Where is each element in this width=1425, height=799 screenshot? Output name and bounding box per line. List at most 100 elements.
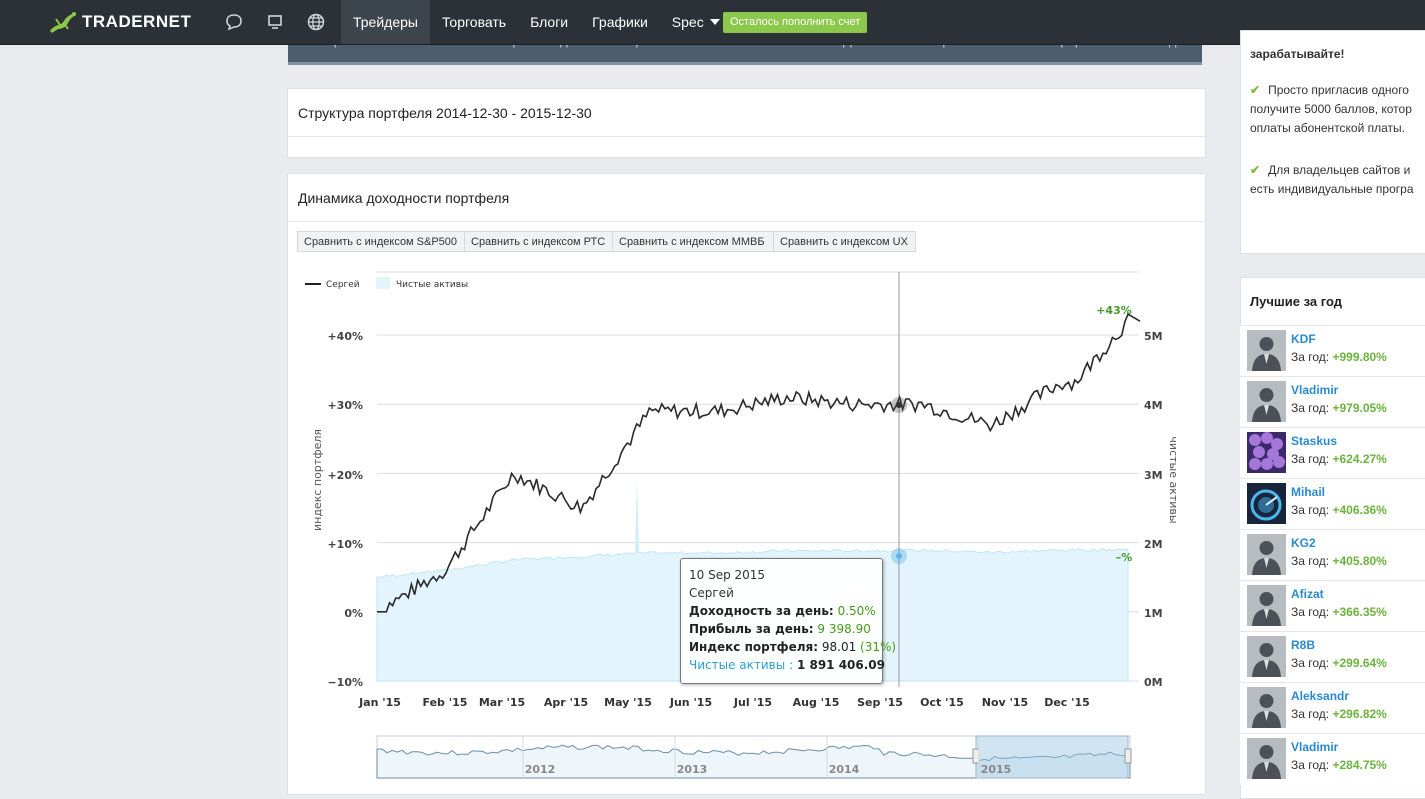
gauge-avatar[interactable] — [1247, 483, 1286, 524]
left-tick-30: +30% — [327, 399, 363, 412]
tooltip-net-assets: Чистые активы : 1 891 406.09 — [689, 658, 885, 672]
leader-row[interactable]: KG2 За год: +405.80% — [1240, 529, 1425, 581]
portfolio-chart[interactable]: Сергей Чистые активы +40% +30% +20% +10%… — [288, 262, 1198, 782]
leader-row[interactable]: Vladimir За год: +979.05% — [1240, 376, 1425, 428]
compare-micex-button[interactable]: Сравнить с индексом ММВБ — [612, 231, 774, 252]
leader-row[interactable]: Mihail За год: +406.36% — [1240, 478, 1425, 530]
leader-row[interactable]: Vladimir За год: +284.75% — [1240, 733, 1425, 785]
right-tick-4m: 4M — [1144, 399, 1163, 412]
leader-year-return: За год: +284.75% — [1291, 758, 1387, 772]
leader-year-return: За год: +405.80% — [1291, 554, 1387, 568]
structure-title: Структура портфеля 2014-12-30 - 2015-12-… — [298, 105, 592, 121]
right-axis-label: чистые активы — [1167, 436, 1180, 523]
globe-icon[interactable] — [306, 12, 326, 32]
leader-row[interactable]: Afizat За год: +366.35% — [1240, 580, 1425, 632]
navigator-handle-left[interactable] — [972, 748, 980, 764]
topup-account-button[interactable]: Осталось пополнить счет — [723, 12, 868, 33]
compare-sp500-button[interactable]: Сравнить с индексом S&P500 — [297, 231, 465, 252]
lizard-logo-icon — [46, 9, 80, 35]
divider — [288, 221, 1205, 222]
legend-area-icon — [376, 277, 390, 289]
leader-name[interactable]: Staskus — [1291, 434, 1338, 448]
default-avatar[interactable] — [1247, 738, 1286, 779]
right-tick-0m: 0M — [1144, 676, 1163, 689]
nav-tick-2013: 2013 — [677, 763, 708, 776]
leader-row[interactable]: Aleksandr За год: +296.82% — [1240, 682, 1425, 734]
nav-trade[interactable]: Торговать — [441, 14, 507, 30]
default-avatar[interactable] — [1247, 534, 1286, 575]
leader-year-return: За год: +406.36% — [1291, 503, 1387, 517]
promo-heading: зарабатывайте! — [1250, 47, 1345, 61]
referral-promo-panel: зарабатывайте! ✔ Просто пригласив одного … — [1240, 30, 1425, 254]
leader-year-return: За год: +979.05% — [1291, 401, 1387, 415]
x-tick-label: Dec '15 — [1044, 696, 1090, 709]
left-tick-0: 0% — [344, 607, 363, 620]
monitor-icon[interactable] — [265, 12, 285, 32]
check-icon: ✔ — [1250, 83, 1261, 97]
right-tick-3m: 3M — [1144, 469, 1163, 482]
navigator-handle-right[interactable] — [1124, 748, 1132, 764]
hover-point-area — [896, 553, 902, 559]
x-tick-label: Apr '15 — [544, 696, 588, 709]
chat-icon[interactable] — [224, 12, 244, 32]
default-avatar[interactable] — [1247, 381, 1286, 422]
x-tick-label: Sep '15 — [857, 696, 903, 709]
leader-year-return: За год: +999.80% — [1291, 350, 1387, 364]
compare-ux-button[interactable]: Сравнить с индексом UX — [773, 231, 916, 252]
portfolio-dynamics-panel: Динамика доходности портфеля — [287, 173, 1206, 795]
main-nav: Трейдеры Торговать Блоги Графики Spec — [341, 0, 732, 44]
leader-row[interactable]: KDF За год: +999.80% — [1240, 325, 1425, 377]
left-tick-20: +20% — [327, 469, 363, 482]
x-tick-label: Aug '15 — [793, 696, 840, 709]
x-tick-label: Nov '15 — [982, 696, 1028, 709]
leader-year-return: За год: +624.27% — [1291, 452, 1387, 466]
nav-blogs[interactable]: Блоги — [530, 14, 569, 30]
leader-name[interactable]: Aleksandr — [1291, 689, 1350, 703]
nav-charts[interactable]: Графики — [592, 14, 648, 30]
legend-sergey[interactable]: Сергей — [326, 280, 360, 290]
leader-row[interactable]: R8B За год: +299.64% — [1240, 631, 1425, 683]
dynamics-title: Динамика доходности портфеля — [298, 190, 510, 206]
leader-name[interactable]: Afizat — [1291, 587, 1324, 601]
leader-year-return: За год: +366.35% — [1291, 605, 1387, 619]
compare-rts-button[interactable]: Сравнить с индексом РТС — [464, 231, 613, 252]
promo-item-1: ✔ Просто пригласив одного получите 5000 б… — [1250, 83, 1412, 135]
default-avatar[interactable] — [1247, 330, 1286, 371]
best-of-year-title: Лучшие за год — [1250, 294, 1342, 309]
leader-name[interactable]: KG2 — [1291, 536, 1316, 550]
default-avatar[interactable] — [1247, 687, 1286, 728]
left-axis-label: индекс портфеля — [311, 429, 324, 531]
net-assets-spike — [635, 480, 639, 553]
leader-name[interactable]: Mihail — [1291, 485, 1326, 499]
default-avatar[interactable] — [1247, 585, 1286, 626]
nav-tick-2015: 2015 — [981, 763, 1012, 776]
purple-flowers-avatar[interactable] — [1247, 432, 1286, 473]
leader-name[interactable]: KDF — [1291, 332, 1316, 346]
x-tick-label: May '15 — [604, 696, 652, 709]
tradernet-logo[interactable]: TRADERNET — [46, 9, 191, 35]
tooltip-day-profit: Прибыль за день: 9 398.90 — [689, 622, 871, 636]
leader-row[interactable]: Staskus За год: +624.27% — [1240, 427, 1425, 479]
nav-spec[interactable]: Spec — [660, 0, 732, 44]
hover-point — [896, 402, 902, 408]
legend-net-assets[interactable]: Чистые активы — [396, 280, 468, 290]
tooltip-date: 10 Sep 2015 — [689, 568, 766, 582]
nav-traders[interactable]: Трейдеры — [341, 0, 430, 44]
x-tick-label: Jan '15 — [358, 696, 401, 709]
default-avatar[interactable] — [1247, 636, 1286, 677]
x-tick-label: Jul '15 — [733, 696, 772, 709]
leader-year-return: За год: +296.82% — [1291, 707, 1387, 721]
promo-item-2: ✔ Для владельцев сайтов и есть индивидуал… — [1250, 163, 1414, 196]
leader-name[interactable]: Vladimir — [1291, 383, 1339, 397]
tooltip-index: Индекс портфеля: 98.01 (31%) — [689, 640, 897, 654]
leader-name[interactable]: Vladimir — [1291, 740, 1339, 754]
end-label-index: +43% — [1096, 304, 1132, 317]
leader-name[interactable]: R8B — [1291, 638, 1316, 652]
left-tick-minus10: −10% — [327, 676, 363, 689]
navigator-line — [376, 744, 1131, 779]
top-navigation-bar: TRADERNET Трейдеры Торговать Блоги Графи… — [0, 0, 1425, 45]
navigator-selection[interactable] — [975, 735, 1129, 779]
x-tick-label: Feb '15 — [423, 696, 468, 709]
x-tick-label: Jun '15 — [669, 696, 712, 709]
right-tick-1m: 1M — [1144, 607, 1163, 620]
